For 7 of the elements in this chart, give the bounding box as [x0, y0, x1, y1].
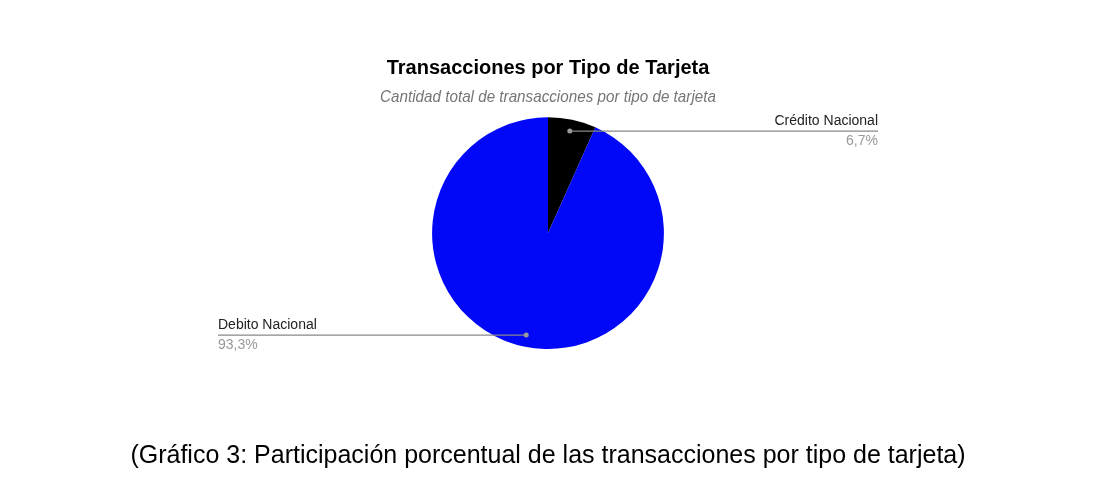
chart-subtitle: Cantidad total de transacciones por tipo de tarjeta [380, 87, 717, 106]
data-label: 6,7% [846, 131, 878, 148]
text: (Gráfico 3: Participación porcentual de las transacciones por tipo de tarjeta) [129, 440, 967, 469]
chart-title: Transacciones por Tipo de Tarjeta [386, 55, 711, 78]
slice-label: Crédito Nacional [774, 111, 878, 128]
data-label: 93,3% [218, 335, 258, 352]
slice-label: Debito Nacional [218, 315, 317, 332]
